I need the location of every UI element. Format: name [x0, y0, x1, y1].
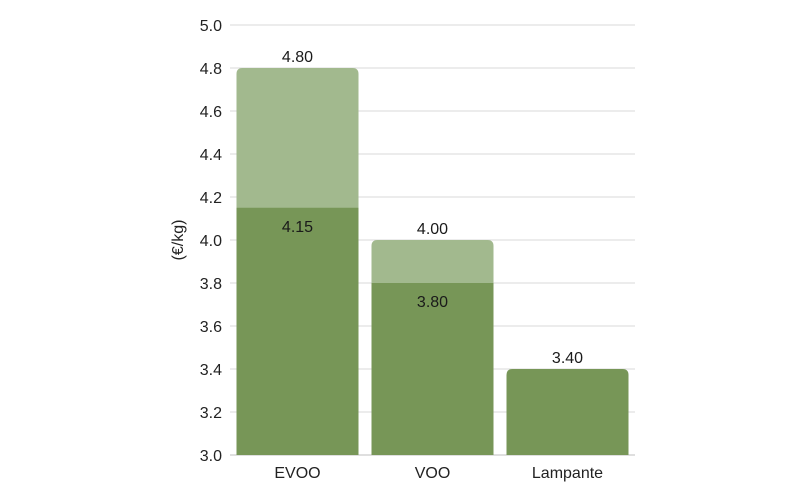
bar-high-value-label: 4.00 — [417, 221, 448, 238]
y-axis-title: (€/kg) — [170, 220, 187, 261]
bar-base-segment — [236, 207, 359, 455]
x-category-label: VOO — [415, 465, 451, 482]
y-tick-label: 3.0 — [200, 448, 222, 465]
y-tick-label: 4.0 — [200, 233, 222, 250]
y-tick-label: 4.6 — [200, 104, 222, 121]
y-tick-label: 4.8 — [200, 61, 222, 78]
bar-high-value-label: 4.80 — [282, 49, 313, 66]
bar-low-value-label: 4.15 — [282, 219, 313, 236]
x-axis-categories: EVOO VOO Lampante — [274, 465, 603, 482]
y-tick-label: 4.4 — [200, 147, 222, 164]
bar-base-segment — [506, 369, 629, 455]
data-labels: 4.80 4.15 4.00 3.80 3.40 — [282, 49, 583, 367]
y-tick-label: 5.0 — [200, 18, 222, 35]
y-tick-label: 4.2 — [200, 190, 222, 207]
y-axis-ticks: 3.0 3.2 3.4 3.6 3.8 4.0 4.2 4.4 4.6 4.8 5.0 — [200, 18, 222, 465]
bar-low-value-label: 3.80 — [417, 294, 448, 311]
y-tick-label: 3.4 — [200, 362, 222, 379]
bar-base-segment — [371, 283, 494, 455]
y-tick-label: 3.2 — [200, 405, 222, 422]
x-category-label: EVOO — [274, 465, 320, 482]
bars — [236, 68, 629, 455]
bar-high-value-label: 3.40 — [552, 350, 583, 367]
x-category-label: Lampante — [532, 465, 603, 482]
y-tick-label: 3.6 — [200, 319, 222, 336]
y-tick-label: 3.8 — [200, 276, 222, 293]
